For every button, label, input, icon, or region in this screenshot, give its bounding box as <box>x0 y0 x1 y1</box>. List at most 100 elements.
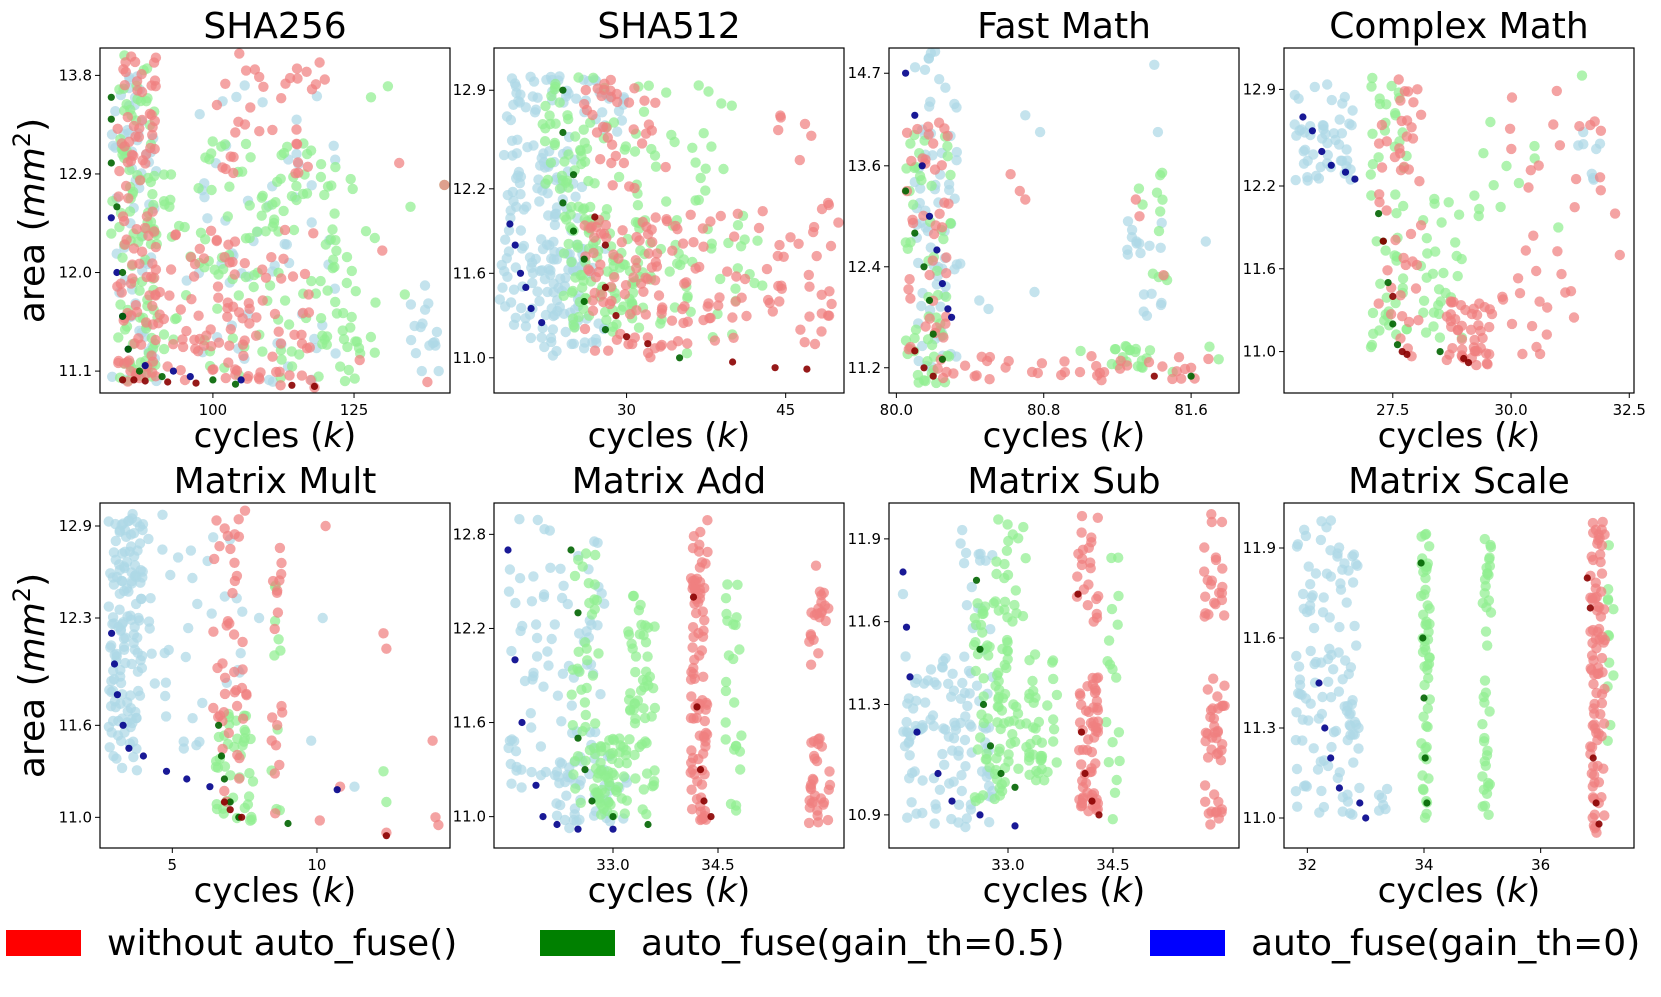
front-point-without <box>226 806 234 814</box>
point-fuse0 <box>131 743 142 754</box>
point-without <box>1091 360 1102 372</box>
front-point-fuse0 <box>206 783 214 791</box>
point-fuse05 <box>630 666 641 678</box>
point-fuse0 <box>530 253 541 265</box>
point-without <box>237 713 249 724</box>
point-without <box>1212 748 1224 759</box>
front-point-fuse0 <box>113 691 121 699</box>
point-fuse05 <box>578 303 589 314</box>
point-fuse0 <box>1336 128 1348 139</box>
front-point-without <box>1081 769 1089 778</box>
point-without <box>1407 256 1418 267</box>
point-fuse05 <box>1155 206 1166 217</box>
front-point-fuse05 <box>929 330 937 338</box>
point-fuse0 <box>1345 662 1357 673</box>
point-fuse0 <box>1347 577 1359 588</box>
point-without <box>814 586 826 597</box>
point-without <box>122 111 133 123</box>
point-fuse05 <box>327 224 338 235</box>
point-without <box>212 662 223 674</box>
point-fuse05 <box>1374 98 1386 110</box>
point-fuse0 <box>1146 288 1157 299</box>
point-without <box>1551 85 1563 97</box>
point-fuse0 <box>510 597 521 609</box>
point-fuse0 <box>1134 238 1145 249</box>
point-without <box>1086 532 1097 543</box>
point-fuse0 <box>1321 568 1333 579</box>
point-without <box>1531 341 1542 353</box>
point-fuse0 <box>571 93 582 104</box>
point-without <box>816 597 827 608</box>
point-fuse05 <box>370 297 381 308</box>
point-without <box>1475 342 1487 354</box>
point-fuse05 <box>598 803 609 814</box>
y-tick-label: 10.9 <box>848 806 881 824</box>
point-fuse05 <box>286 346 297 357</box>
point-fuse0 <box>231 91 242 103</box>
point-fuse05 <box>1007 729 1018 740</box>
point-without <box>959 360 971 371</box>
point-fuse05 <box>1477 719 1488 730</box>
legend-label: without auto_fuse() <box>107 922 458 964</box>
point-fuse05 <box>649 621 660 632</box>
point-fuse0 <box>556 716 567 727</box>
point-fuse05 <box>1477 771 1488 782</box>
point-fuse05 <box>601 204 613 215</box>
point-fuse0 <box>574 628 585 639</box>
point-without <box>269 768 280 779</box>
point-fuse0 <box>115 735 127 747</box>
point-without <box>1586 650 1598 661</box>
point-fuse05 <box>1002 519 1013 530</box>
front-point-fuse0 <box>119 721 127 729</box>
point-fuse05 <box>1367 307 1379 319</box>
point-fuse0 <box>114 526 125 538</box>
point-fuse05 <box>224 181 235 192</box>
point-fuse0 <box>183 622 194 634</box>
point-fuse0 <box>526 722 537 733</box>
point-fuse0 <box>913 355 924 367</box>
point-without <box>642 229 654 240</box>
y-tick-label: 11.6 <box>59 716 92 734</box>
point-without <box>705 216 716 227</box>
point-fuse0 <box>964 688 975 699</box>
point-fuse0 <box>1135 247 1146 259</box>
point-without <box>1092 705 1104 716</box>
point-without <box>647 236 658 248</box>
point-without <box>1206 516 1218 528</box>
point-fuse05 <box>991 753 1002 764</box>
front-point-fuse0 <box>911 111 919 119</box>
point-fuse05 <box>999 596 1011 607</box>
point-without <box>1514 288 1526 299</box>
point-fuse05 <box>1495 201 1506 213</box>
point-fuse0 <box>974 295 985 306</box>
point-without <box>1534 296 1545 307</box>
point-fuse05 <box>149 170 160 182</box>
point-without <box>219 251 230 263</box>
point-without <box>1083 734 1094 745</box>
point-without <box>237 664 248 675</box>
point-without <box>433 819 444 831</box>
point-fuse0 <box>1322 79 1333 90</box>
point-without <box>928 228 940 240</box>
point-without <box>229 236 241 247</box>
point-without <box>696 779 708 790</box>
front-point-without <box>1583 574 1591 582</box>
point-without <box>642 274 653 285</box>
point-without <box>1077 553 1088 564</box>
point-without <box>208 364 219 375</box>
point-fuse05 <box>730 283 741 294</box>
point-without <box>901 127 913 138</box>
point-fuse05 <box>1010 585 1021 596</box>
point-fuse0 <box>1333 686 1345 697</box>
point-without <box>1083 542 1095 553</box>
point-fuse05 <box>213 731 225 743</box>
point-fuse05 <box>345 173 356 185</box>
point-fuse0 <box>981 771 992 782</box>
point-fuse05 <box>1424 541 1435 552</box>
point-without <box>732 208 743 219</box>
point-fuse0 <box>1308 149 1319 160</box>
point-fuse05 <box>360 226 372 237</box>
point-fuse0 <box>157 509 168 520</box>
point-without <box>822 197 834 209</box>
point-fuse05 <box>1048 673 1059 685</box>
